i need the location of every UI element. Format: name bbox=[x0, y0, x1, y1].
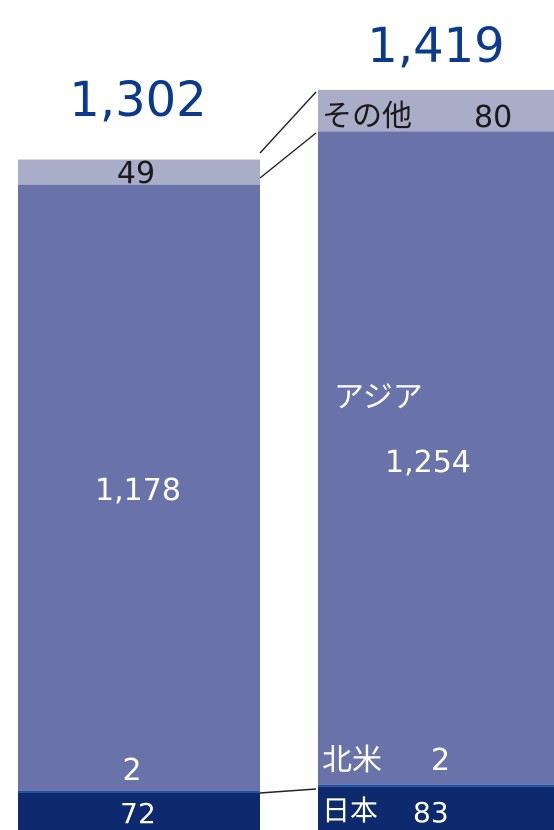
bar-1-other-value-label: 49 bbox=[117, 156, 155, 191]
bar-2-na-value-label: 2 bbox=[431, 743, 450, 778]
bar-1-asia-segment bbox=[18, 184, 260, 791]
bar-1 bbox=[18, 159, 260, 830]
connector-line-japan bbox=[259, 788, 317, 794]
bar-2 bbox=[318, 89, 554, 830]
bar-2-japan-value-label: 83 bbox=[413, 796, 449, 829]
connector-line-other-top bbox=[259, 91, 317, 154]
bar-1-japan-value-label: 72 bbox=[120, 797, 156, 830]
bar-2-japan-name-label: 日本 bbox=[322, 794, 378, 827]
bar-2-na-segment bbox=[318, 784, 554, 787]
bar-1-na-value-label: 2 bbox=[122, 753, 141, 788]
bar-1-japan-segment bbox=[18, 792, 260, 830]
bar-2-asia-segment bbox=[318, 131, 554, 785]
bar-2-other-name-label: その他 bbox=[322, 99, 412, 134]
bar-1-total-label: 1,302 bbox=[69, 72, 206, 128]
bar-1-asia-value-label: 1,178 bbox=[95, 473, 181, 508]
bar-1-other-segment bbox=[18, 159, 260, 185]
bar-2-other-segment bbox=[318, 89, 554, 132]
bar-2-japan-segment bbox=[318, 786, 554, 830]
connector-line-other-bottom bbox=[259, 132, 317, 179]
bar-2-na-name-label: 北米 bbox=[322, 743, 382, 778]
bar-2-asia-name-label: アジア bbox=[334, 380, 423, 415]
bar-2-total-label: 1,419 bbox=[367, 18, 504, 74]
bar-2-asia-value-label: 1,254 bbox=[385, 445, 471, 480]
bar-1-na-segment bbox=[18, 790, 260, 793]
bar-2-other-value-label: 80 bbox=[474, 100, 512, 135]
